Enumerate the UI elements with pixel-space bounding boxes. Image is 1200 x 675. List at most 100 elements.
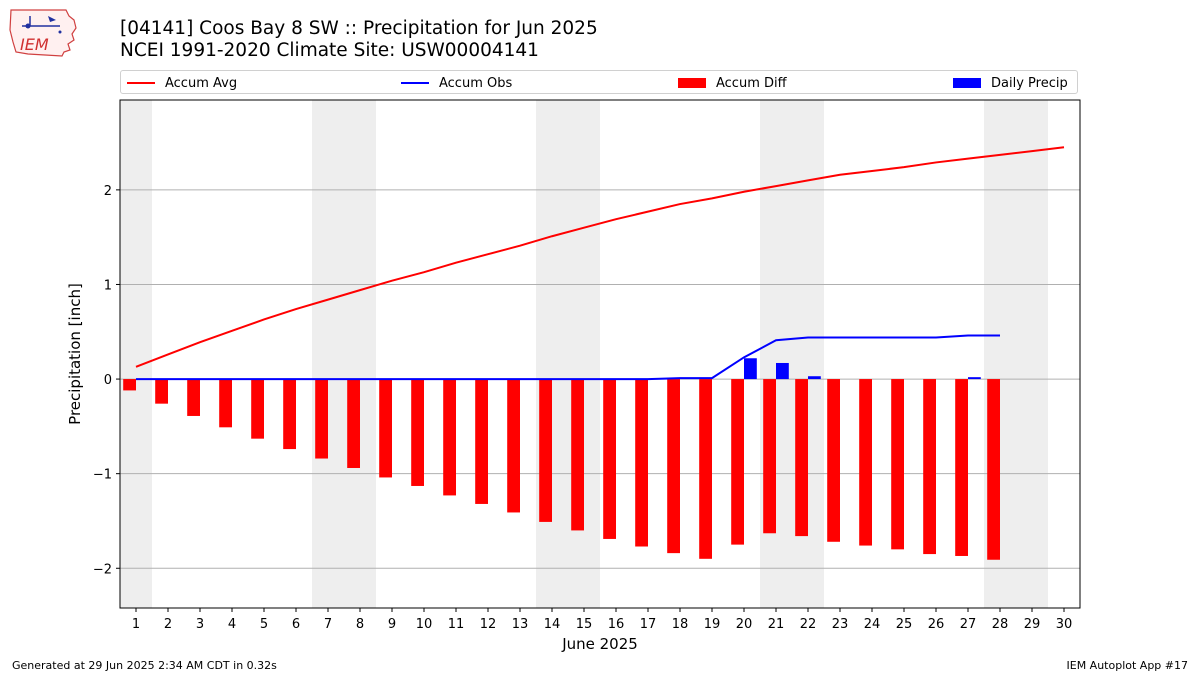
x-tick-label-30: 30 <box>1056 617 1073 632</box>
legend-swatch-daily-precip <box>953 78 981 88</box>
accum-diff-bar-day-13 <box>507 379 520 513</box>
legend-swatch-accum-avg <box>127 82 155 84</box>
x-tick-label-26: 26 <box>928 617 945 632</box>
daily-precip-bar-day-21 <box>776 362 789 380</box>
bar-series <box>123 358 1000 560</box>
x-tick-label-11: 11 <box>448 617 465 632</box>
accum-diff-bar-day-10 <box>411 379 424 486</box>
axes: 1 2 3 4 5 6 7 8 9 10 11 12 13 14 15 16 17 18 19 20 21 22 23 24 2… <box>93 184 1072 632</box>
x-tick-label-4: 4 <box>228 617 236 632</box>
x-tick-label-3: 3 <box>196 617 204 632</box>
accum-diff-bar-day-15 <box>571 379 584 531</box>
legend-swatch-accum-obs <box>401 82 429 84</box>
daily-precip-bar-day-20 <box>744 358 757 380</box>
accum-diff-bar-day-23 <box>827 379 840 542</box>
accum-diff-bar-day-25 <box>891 379 904 550</box>
x-tick-label-14: 14 <box>544 617 561 632</box>
accum-diff-bar-day-6 <box>283 379 296 450</box>
weekend-shade-day-15 <box>568 100 600 608</box>
y-tick-label-0: 0 <box>104 373 112 388</box>
x-tick-label-22: 22 <box>800 617 817 632</box>
x-tick-label-27: 27 <box>960 617 977 632</box>
weekend-shade-day-29 <box>1016 100 1048 608</box>
legend-label-accum-diff: Accum Diff <box>716 75 787 91</box>
accum-diff-bar-day-24 <box>859 379 872 546</box>
accum-diff-bar-day-5 <box>251 379 264 439</box>
accum-diff-bar-day-18 <box>667 379 680 554</box>
accum-diff-bar-day-3 <box>187 379 200 416</box>
chart-legend: Accum Avg Accum Obs Accum Diff Daily Pre… <box>120 70 1078 94</box>
x-tick-label-7: 7 <box>324 617 332 632</box>
accum-diff-bar-day-16 <box>603 379 616 539</box>
app-credit: IEM Autoplot App #17 <box>1066 659 1189 672</box>
weekend-shading <box>120 100 1048 608</box>
title-line-2: NCEI 1991-2020 Climate Site: USW00004141 <box>120 40 539 61</box>
line-series <box>135 146 1065 381</box>
logo-text: IEM <box>20 35 49 54</box>
y-tick-label-1: 1 <box>104 278 112 293</box>
daily-precip-bar-day-22 <box>808 376 821 380</box>
accum-diff-bar-day-8 <box>347 379 360 468</box>
x-tick-label-28: 28 <box>992 617 1009 632</box>
accum-diff-bar-day-20 <box>731 379 744 545</box>
x-tick-label-8: 8 <box>356 617 364 632</box>
legend-item-accum-avg: Accum Avg <box>127 73 237 93</box>
weekend-shade-day-1 <box>120 100 152 608</box>
accum-diff-bar-day-21 <box>763 379 776 534</box>
accum-diff-bar-day-2 <box>155 379 168 404</box>
accum-diff-bar-day-27 <box>955 379 968 556</box>
weekend-shade-day-8 <box>344 100 376 608</box>
generated-timestamp: Generated at 29 Jun 2025 2:34 AM CDT in … <box>12 659 277 672</box>
y-axis-label: Precipitation [inch] <box>66 283 84 425</box>
accum-diff-bar-day-11 <box>443 379 456 496</box>
x-tick-label-25: 25 <box>896 617 913 632</box>
chart-title: [04141] Coos Bay 8 SW :: Precipitation f… <box>120 18 598 62</box>
legend-label-accum-avg: Accum Avg <box>165 75 238 91</box>
x-tick-label-10: 10 <box>416 617 433 632</box>
legend-item-daily-precip: Daily Precip <box>953 73 1068 93</box>
accum-diff-bar-day-26 <box>923 379 936 555</box>
accum-diff-bar-day-22 <box>795 379 808 537</box>
accum-diff-bar-day-12 <box>475 379 488 504</box>
x-tick-label-15: 15 <box>576 617 593 632</box>
accum-avg-line <box>135 146 1065 368</box>
x-tick-label-12: 12 <box>480 617 497 632</box>
x-tick-label-23: 23 <box>832 617 849 632</box>
x-tick-label-17: 17 <box>640 617 657 632</box>
accum-diff-bar-day-9 <box>379 379 392 478</box>
legend-item-accum-obs: Accum Obs <box>401 73 512 93</box>
legend-label-daily-precip: Daily Precip <box>991 75 1068 91</box>
accum-diff-bar-day-1 <box>123 379 136 391</box>
x-tick-label-1: 1 <box>132 617 140 632</box>
title-line-1: [04141] Coos Bay 8 SW :: Precipitation f… <box>120 18 598 39</box>
weekend-shade-day-7 <box>312 100 344 608</box>
accum-diff-bar-day-17 <box>635 379 648 547</box>
accum-diff-bar-day-28 <box>987 379 1000 560</box>
x-tick-label-21: 21 <box>768 617 785 632</box>
legend-swatch-accum-diff <box>678 78 706 88</box>
accum-diff-bar-day-4 <box>219 379 232 428</box>
x-tick-label-13: 13 <box>512 617 529 632</box>
x-tick-label-19: 19 <box>704 617 721 632</box>
x-tick-label-9: 9 <box>388 617 396 632</box>
y-tick-label--1: −1 <box>93 468 112 483</box>
x-tick-label-5: 5 <box>260 617 268 632</box>
accum-obs-line <box>136 334 1000 381</box>
daily-precip-bar-day-27 <box>968 377 981 380</box>
iem-logo: IEM <box>8 6 80 60</box>
weekend-shade-day-14 <box>536 100 568 608</box>
x-tick-label-20: 20 <box>736 617 753 632</box>
x-tick-label-24: 24 <box>864 617 881 632</box>
x-tick-label-16: 16 <box>608 617 625 632</box>
x-tick-label-2: 2 <box>164 617 172 632</box>
y-tick-label-2: 2 <box>104 184 112 199</box>
y-tick-label--2: −2 <box>93 562 112 577</box>
accum-diff-bar-day-19 <box>699 379 712 559</box>
accum-diff-bar-day-7 <box>315 379 328 459</box>
legend-label-accum-obs: Accum Obs <box>439 75 513 91</box>
x-axis-label: June 2025 <box>561 635 638 653</box>
x-tick-label-18: 18 <box>672 617 689 632</box>
plot-frame <box>119 99 1081 609</box>
accum-diff-bar-day-14 <box>539 379 552 522</box>
